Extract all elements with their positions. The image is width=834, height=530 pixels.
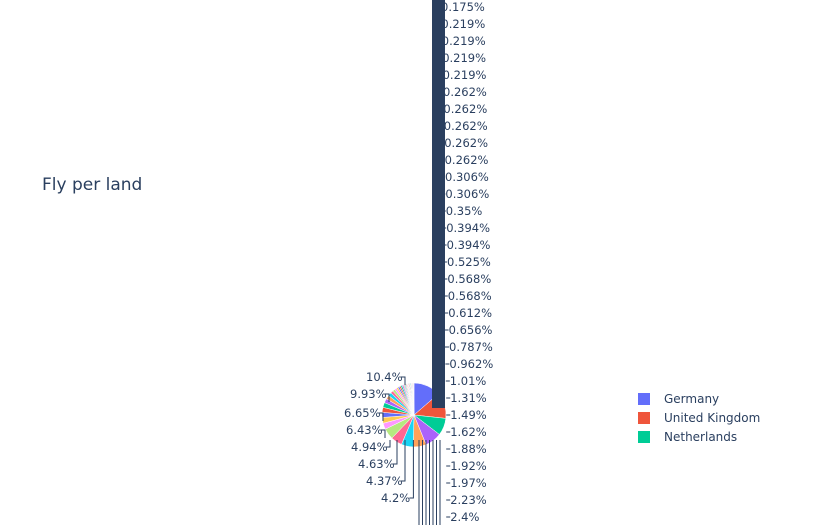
data-label: 0.525% [447,255,491,269]
legend-item-germany[interactable]: Germany [638,389,760,408]
data-label: 1.01% [450,374,487,388]
data-label: 0.394% [447,238,491,252]
data-label: 0.962% [449,357,493,371]
data-label: 0.568% [448,289,492,303]
data-label: 0.306% [445,187,489,201]
legend-label: United Kingdom [664,411,760,425]
data-label: 2.4% [450,510,479,524]
data-label: 1.92% [450,459,487,473]
data-label: 4.63% [358,457,395,471]
data-label: 0.568% [447,272,491,286]
legend: Germany United Kingdom Netherlands [638,389,760,446]
data-label: 9.93% [350,387,387,401]
data-label: 0.219% [442,51,486,65]
data-label: 0.262% [444,136,488,150]
data-label: 0.394% [446,221,490,235]
data-label: 6.43% [346,423,383,437]
data-label: 0.656% [449,323,493,337]
data-label: 0.219% [442,34,486,48]
data-label: 6.65% [344,406,381,420]
chart-title: Fly per land [42,175,142,195]
legend-swatch-united-kingdom [638,412,650,424]
data-label: 1.31% [450,391,487,405]
data-label: 10.4% [366,370,403,384]
data-label: 4.2% [381,491,410,505]
data-label: 4.37% [366,474,403,488]
data-label: 0.262% [443,102,487,116]
data-label: 0.612% [448,306,492,320]
legend-swatch-netherlands [638,431,650,443]
data-label: 1.88% [450,442,487,456]
data-label: 1.62% [450,425,487,439]
data-label: 0.787% [449,340,493,354]
data-label: 0.219% [441,17,485,31]
data-label: 0.175% [441,0,485,14]
legend-item-netherlands[interactable]: Netherlands [638,427,760,446]
data-label: 0.262% [443,85,487,99]
data-label: 0.219% [443,68,487,82]
data-label: 2.23% [450,493,487,507]
data-label: 1.97% [450,476,487,490]
data-label: 0.262% [445,153,489,167]
data-label: 0.262% [444,119,488,133]
data-label: 1.49% [450,408,487,422]
legend-label: Netherlands [664,430,737,444]
legend-swatch-germany [638,393,650,405]
legend-item-united-kingdom[interactable]: United Kingdom [638,408,760,427]
data-label: 0.35% [446,204,483,218]
data-label: 0.306% [445,170,489,184]
data-label: 4.94% [351,440,388,454]
leader-line [409,440,413,498]
legend-label: Germany [664,392,719,406]
